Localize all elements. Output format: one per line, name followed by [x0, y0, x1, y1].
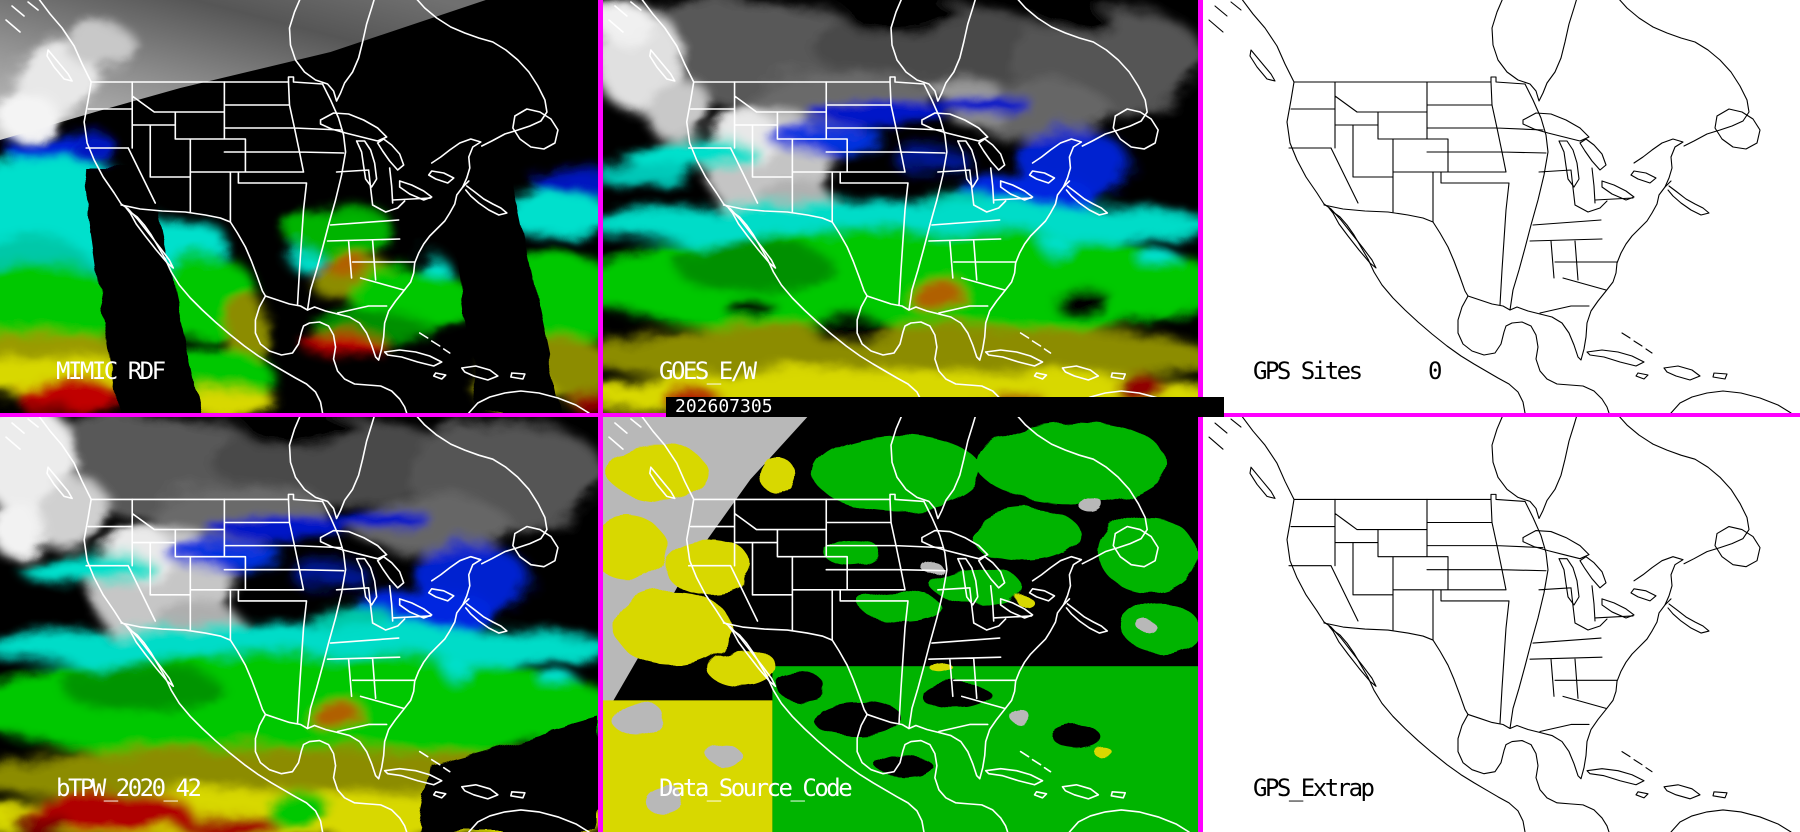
panel-label-btpw: bTPW_2020_42 [56, 774, 202, 802]
goes-ew-imagery [603, 0, 1198, 413]
panel-gps-sites: GPS Sites 0 [1203, 0, 1800, 413]
panel-label-mimic: MIMIC RDF [56, 357, 166, 385]
tpw-color-field [603, 0, 1198, 413]
source-code-patches [603, 420, 1198, 813]
panel-label-data-source: Data_Source_Code [659, 774, 853, 802]
panel-gps-extrap: GPS_Extrap [1203, 417, 1800, 832]
no-data-region [415, 716, 598, 832]
panel-goes-ew: GOES_E/W [603, 0, 1198, 413]
data-source-code-imagery [603, 417, 1198, 832]
btpw-imagery [0, 417, 598, 832]
timestamp-bar: 202607305 [666, 397, 1224, 417]
timestamp-text: 202607305 [675, 396, 773, 417]
mimic-rdf-imagery [0, 0, 598, 413]
gps-extrap-map [1203, 417, 1800, 832]
coastal-clouds [0, 23, 136, 164]
swath-gaps [82, 135, 561, 413]
tpw-color-field [0, 417, 598, 832]
panel-label-goes: GOES_E/W [659, 357, 757, 385]
gps-sites-count: 0 [1428, 357, 1442, 385]
panel-mimic-rdf: MIMIC RDF [0, 0, 598, 413]
gps-sites-map [1203, 0, 1800, 413]
panel-label-gps-sites: GPS Sites [1253, 357, 1363, 385]
panel-data-source-code: Data_Source_Code [603, 417, 1198, 832]
panel-btpw: bTPW_2020_42 [0, 417, 598, 832]
panel-label-gps-extrap: GPS_Extrap [1253, 774, 1375, 802]
